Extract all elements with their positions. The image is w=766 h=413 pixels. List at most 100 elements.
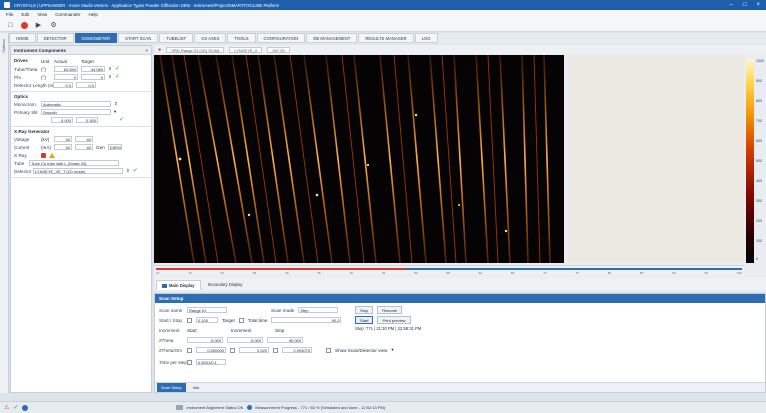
optics-value-input[interactable]: 0.000: [51, 117, 73, 123]
menu-commander[interactable]: Commander: [55, 12, 81, 17]
menu-view[interactable]: View: [37, 12, 48, 17]
detector-select[interactable]: LYNXEYE_X: [229, 46, 263, 53]
time-per-step-input[interactable]: 0.5001/0.1: [196, 359, 226, 365]
follow-checkbox[interactable]: [326, 347, 331, 353]
diffraction-image[interactable]: [154, 55, 564, 263]
toolbar: □ ▶ ⚙: [0, 19, 766, 32]
chevron-down-icon[interactable]: ▾: [391, 347, 394, 352]
omega-stop-input[interactable]: 2.994075: [282, 347, 312, 353]
omega-label: 2Theta/Om: [159, 347, 182, 353]
scan-setup-title: Scan Setup: [155, 294, 765, 303]
alert-icon[interactable]: ⚠: [4, 405, 10, 411]
stepper-icon[interactable]: ⇕: [108, 66, 112, 71]
close-icon[interactable]: ×: [756, 2, 760, 8]
tab-scan-setup[interactable]: Scan Setup: [157, 383, 186, 392]
close-icon[interactable]: ×: [145, 47, 148, 53]
start-input[interactable]: 0.100: [196, 317, 218, 323]
tab-home[interactable]: HOME: [9, 33, 36, 43]
checkmark-icon[interactable]: ✓: [114, 74, 120, 80]
scan-mode-select[interactable]: Step: [298, 307, 339, 313]
detector-select[interactable]: LYNXEYE_XE_T (1D mode): [33, 168, 123, 174]
tube-select[interactable]: Tube Cu tube with L (Smart 20): [29, 160, 119, 166]
col-start-label: Start: [187, 327, 197, 333]
scan-buttons-row-2: Start Print preview: [355, 316, 411, 324]
settings-icon[interactable]: ⚙: [50, 21, 57, 29]
tab-tubelist[interactable]: TUBELIST: [159, 33, 194, 43]
tab-secondary-display[interactable]: Secondary Display: [203, 280, 248, 290]
optics-slit-select[interactable]: Smooth: [41, 109, 111, 115]
target-input[interactable]: 90.0: [271, 317, 342, 323]
xray-value: 40: [54, 144, 72, 150]
checkmark-icon[interactable]: ✓: [114, 66, 120, 72]
scan-select[interactable]: XRD Range 01 (1D) SCAN: [166, 46, 225, 53]
scan-name-input[interactable]: Range 01: [187, 307, 227, 313]
tab-gs-axes[interactable]: GS AXES: [194, 33, 227, 43]
two-theta-start-input[interactable]: 0.000: [187, 337, 223, 343]
status-progress: Measurement Progress - 771 / 83 % (Simul…: [247, 405, 385, 410]
start-checkbox[interactable]: [187, 317, 192, 323]
panel-title: Instrument Components: [14, 47, 67, 53]
menu-edit[interactable]: Edit: [21, 12, 30, 17]
start-button[interactable]: Start: [355, 316, 374, 324]
menu-file[interactable]: File: [6, 12, 14, 17]
stop-icon[interactable]: [21, 21, 28, 29]
zoom-select[interactable]: 007.00: [267, 46, 290, 53]
optics-monocrom-select[interactable]: Automatic: [41, 101, 111, 107]
drives-header-actual: Actual: [54, 58, 67, 64]
stepper-icon[interactable]: ⇕: [114, 101, 118, 106]
print-preview-button[interactable]: Print preview: [377, 316, 411, 324]
scan-tick: 50: [414, 271, 418, 275]
run-icon[interactable]: ▶: [35, 21, 42, 29]
tab-goniometer[interactable]: GONIOMETER: [74, 33, 118, 43]
tab-tools[interactable]: TOOLS: [227, 33, 256, 43]
omega-start-input[interactable]: 0.000000: [196, 347, 226, 353]
tab-results-manager[interactable]: RESULTS MANAGER: [358, 33, 414, 43]
drive-target-input[interactable]: 44.080: [81, 66, 105, 72]
tab-main-display[interactable]: Main Display: [156, 280, 201, 290]
drive-target-input[interactable]: 0.0: [76, 82, 96, 88]
xray-unit: (kV): [41, 136, 50, 142]
tab-db-management[interactable]: DB MANAGEMENT: [306, 33, 358, 43]
two-theta-inc-input[interactable]: 0.000: [227, 337, 263, 343]
two-theta-stop-input[interactable]: 90.000: [267, 337, 303, 343]
panel-header: Instrument Components ×: [11, 46, 151, 55]
tab-detector[interactable]: DETECTOR: [36, 33, 74, 43]
stepper-icon[interactable]: ⇕: [108, 74, 112, 79]
resume-button[interactable]: Resume: [377, 306, 403, 314]
checkmark-icon[interactable]: ✓: [119, 117, 125, 123]
minimize-icon[interactable]: –: [729, 2, 733, 8]
tab-start-scan[interactable]: START SCAN: [118, 33, 159, 43]
omega-stop-checkbox[interactable]: [273, 347, 278, 353]
optics-value2-input[interactable]: 0.300: [76, 117, 98, 123]
scan-position-bar[interactable]: 10 15 20 25 30 35 40 45 50 55 60 65 70 7…: [154, 265, 744, 275]
drives-header-unit: Unit: [41, 58, 50, 64]
target-checkbox[interactable]: [238, 317, 244, 323]
status-ok-icon: ✓: [13, 405, 19, 411]
scan-tick: 75: [575, 271, 579, 275]
pan-icon[interactable]: ✥: [158, 47, 162, 52]
drive-target-input[interactable]: 0: [81, 74, 105, 80]
maximize-icon[interactable]: □: [742, 2, 747, 8]
stop-button[interactable]: Stop: [355, 306, 374, 314]
start-stop-row: Start / Stop 0.100 Target Total time 90.…: [159, 316, 342, 324]
chevron-down-icon[interactable]: ▾: [114, 109, 117, 114]
profile-area[interactable]: [568, 55, 744, 263]
stepper-icon[interactable]: ⇕: [126, 168, 130, 173]
omega-checkbox[interactable]: [187, 347, 192, 353]
scan-tick: 20: [220, 271, 224, 275]
xray-target-input[interactable]: 40: [75, 136, 93, 142]
tab-configuration[interactable]: CONFIGURATION: [256, 33, 306, 43]
tab-log[interactable]: LOG: [414, 33, 438, 43]
side-strip[interactable]: Sidebar: [0, 33, 9, 393]
new-document-icon[interactable]: □: [8, 21, 13, 29]
checkmark-icon[interactable]: ✓: [132, 168, 138, 174]
xray-on-icon[interactable]: [41, 152, 46, 158]
tab-info[interactable]: Info: [192, 385, 200, 390]
scan-tick: 35: [317, 271, 321, 275]
menu-help[interactable]: Help: [88, 12, 98, 17]
xray-target-input[interactable]: 40: [75, 144, 93, 150]
omega-inc-input[interactable]: 0.020: [239, 347, 269, 353]
omega-inc-checkbox[interactable]: [230, 347, 235, 353]
time-checkbox[interactable]: [187, 359, 192, 365]
colorbar-tick: 500: [756, 159, 762, 163]
